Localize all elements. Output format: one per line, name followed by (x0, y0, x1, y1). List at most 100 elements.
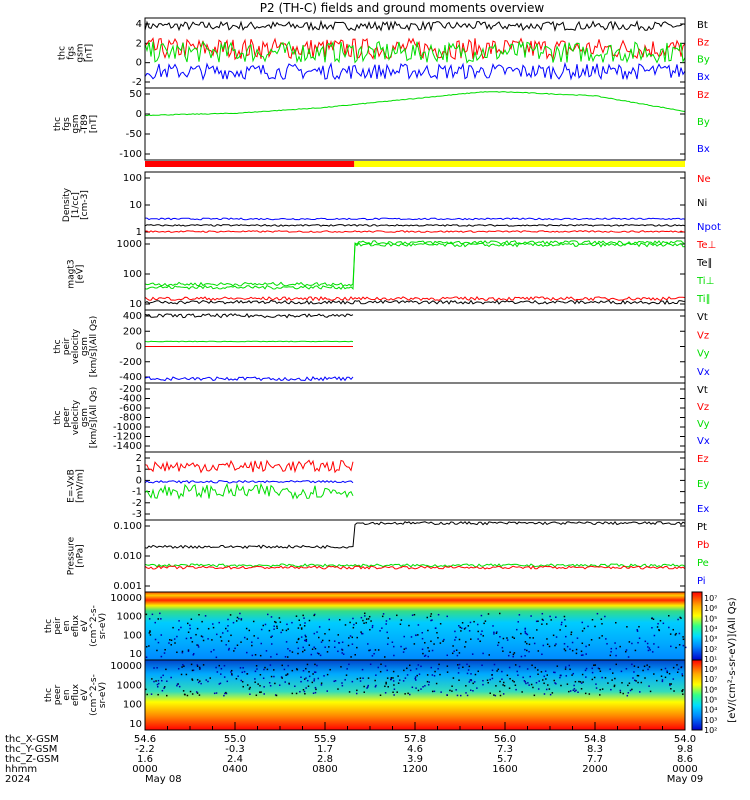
ylabel-fgs: [nT] (85, 44, 95, 62)
spectrogram-noise (582, 681, 584, 683)
spectrogram-noise (154, 638, 157, 641)
spectrogram-noise (348, 691, 351, 693)
spectrogram-noise (668, 614, 670, 617)
spectrogram-noise (254, 678, 256, 680)
ytick-label: -1200 (113, 432, 142, 443)
spectrogram-noise (469, 689, 472, 691)
spectrogram-noise (192, 669, 195, 672)
spectrogram-noise (255, 694, 258, 697)
spectrogram-noise (163, 652, 166, 654)
spectrogram-noise (433, 690, 436, 693)
spectrogram-noise (549, 615, 551, 618)
spectrogram-noise (606, 643, 608, 645)
spectrogram-noise (528, 650, 530, 653)
spectrogram-noise (578, 680, 580, 683)
spectrogram-noise (613, 684, 616, 687)
spectrogram-noise (160, 655, 163, 658)
spectrogram-noise (615, 621, 617, 624)
ytick-label: 0 (136, 342, 142, 353)
spectrogram-noise (533, 694, 536, 697)
spectrogram-noise (468, 630, 471, 632)
spectrogram-noise (163, 686, 166, 688)
spectrogram-noise (403, 648, 406, 650)
spectrogram-noise (198, 666, 201, 669)
spectrogram-noise (151, 678, 153, 680)
spectrogram-noise (201, 636, 204, 638)
spectrogram-noise (418, 673, 421, 675)
x-year: 2024 (5, 774, 30, 785)
legend-pressure: Pi (697, 576, 706, 587)
spectrogram-noise (427, 629, 429, 632)
spectrogram-noise (297, 647, 300, 650)
spectrogram-noise (276, 625, 278, 628)
spectrogram-noise (224, 692, 226, 695)
spectrogram-noise (374, 649, 377, 651)
spectrogram-noise (662, 622, 665, 625)
spectrogram-noise (356, 678, 359, 680)
panel-frame (144, 237, 686, 311)
spectrogram-noise (345, 674, 348, 676)
spectrogram-noise (145, 613, 148, 616)
spectrogram-noise (285, 641, 288, 643)
spectrogram-noise (516, 628, 518, 631)
spectrogram-noise (465, 685, 467, 687)
series-fgs-Bx (144, 61, 686, 81)
spectrogram-noise (157, 641, 160, 644)
spectrogram-noise (365, 621, 367, 624)
ytick-label: 0 (136, 475, 142, 486)
spectrogram-noise (529, 675, 531, 678)
spectrogram-noise (656, 626, 659, 628)
spectrogram-noise (253, 635, 255, 637)
spectrogram-noise (503, 681, 505, 684)
spectrogram-noise (356, 636, 358, 639)
spectrogram-noise (291, 621, 293, 624)
spectrogram-noise (286, 673, 289, 675)
spectrogram-noise (554, 671, 556, 674)
spectrogram-noise (192, 653, 195, 655)
spectrogram-noise (275, 621, 277, 624)
spectrogram-noise (195, 691, 198, 693)
spectrogram-noise (218, 683, 221, 685)
spectrogram-noise (305, 638, 308, 641)
spectrogram-noise (648, 685, 650, 687)
spectrogram-noise (205, 679, 208, 681)
ytick-label: 10 (129, 200, 142, 211)
spectrogram-noise (525, 682, 527, 685)
spectrogram-noise (555, 616, 557, 618)
spectrogram-noise (524, 632, 527, 634)
spectrogram-noise (440, 691, 442, 693)
spectrogram-noise (288, 682, 290, 685)
spectrogram-noise (270, 636, 272, 638)
spectrogram-noise (469, 621, 472, 624)
spectrogram-noise (200, 635, 203, 637)
ytick-label: 10000 (110, 593, 142, 604)
spectrogram-noise (530, 683, 533, 686)
spectrogram-noise (225, 691, 227, 694)
spectrogram-noise (661, 679, 664, 681)
spectrogram-noise (458, 652, 461, 654)
series-pressure-Pt (144, 520, 686, 549)
spectrogram-noise (646, 642, 649, 645)
spectrogram-noise (354, 654, 356, 656)
spectrogram-noise (581, 630, 584, 632)
spectrogram-noise (402, 651, 405, 653)
spectrogram-noise (598, 668, 601, 670)
spectrogram-noise (348, 663, 350, 666)
ytick-label: 100 (123, 269, 142, 280)
spectrogram-noise (415, 679, 417, 681)
legend-temperature: Te⊥ (696, 240, 716, 251)
spectrogram-noise (303, 678, 306, 680)
spectrogram-noise (524, 648, 526, 651)
spectrogram-noise (149, 630, 151, 632)
spectrogram-noise (154, 621, 156, 624)
spectrogram-noise (295, 668, 298, 670)
spectrogram-noise (270, 675, 273, 678)
spectrogram-noise (355, 622, 358, 624)
spectrogram-noise (187, 650, 190, 653)
spectrogram-noise (314, 647, 317, 650)
ylabel-peir-spec: sr-eV) (98, 613, 108, 639)
spectrogram-noise (384, 656, 386, 658)
spectrogram-noise (252, 620, 255, 623)
spectrogram-noise (337, 688, 339, 690)
x-row-value: 1.7 (317, 744, 333, 755)
